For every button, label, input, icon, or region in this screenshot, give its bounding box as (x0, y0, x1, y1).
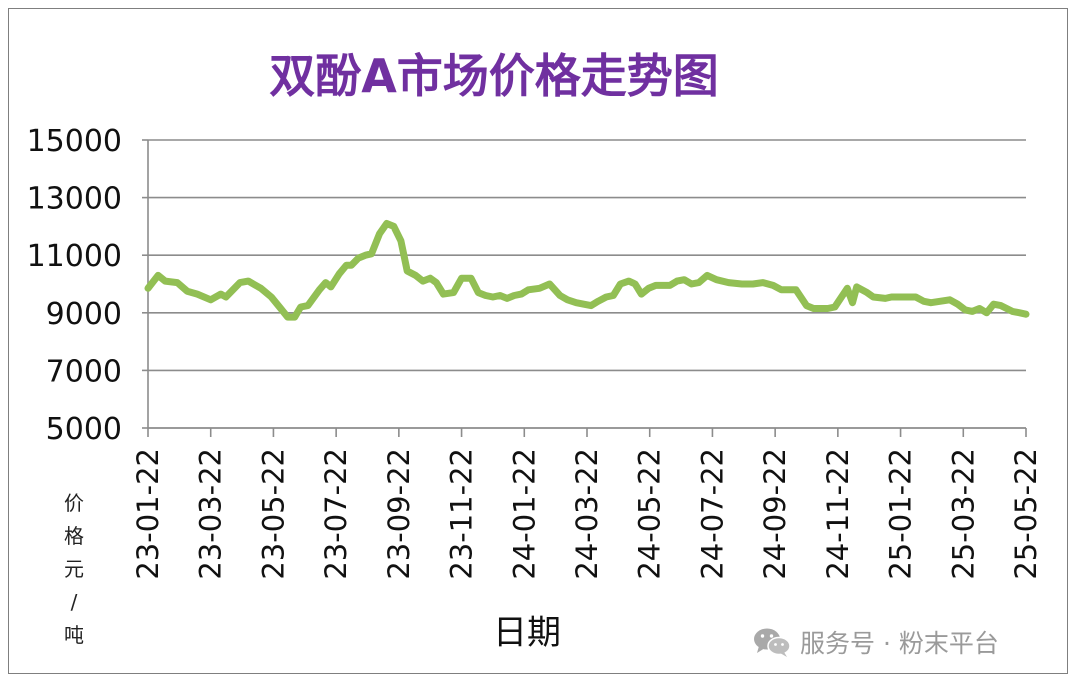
y-tick-label: 9000 (46, 297, 122, 332)
x-tick-label: 24-07-22 (695, 448, 729, 580)
y-axis-label-char: 价 (64, 491, 84, 515)
x-axis-label: 日期 (493, 613, 561, 653)
x-tick-label: 23-07-22 (319, 448, 353, 580)
series-line (144, 220, 1030, 321)
x-tick-label: 25-01-22 (884, 448, 918, 580)
y-tick-label: 13000 (27, 182, 122, 217)
y-axis-label-char: 吨 (64, 623, 84, 647)
watermark-text: 服务号 · 粉末平台 (800, 629, 999, 658)
y-tick-label: 5000 (46, 412, 122, 447)
y-tick-label: 7000 (46, 354, 122, 389)
wechat-icon (754, 628, 791, 657)
x-tick-label: 23-09-22 (382, 448, 416, 580)
y-axis-label-char: 元 (64, 557, 84, 581)
x-tick-label: 25-03-22 (946, 448, 980, 580)
x-tick-label: 25-05-22 (1009, 448, 1043, 580)
x-tick-label: 23-01-22 (131, 448, 165, 580)
chart-title: 双酚A市场价格走势图 (269, 49, 719, 103)
x-tick-label: 24-11-22 (821, 448, 855, 580)
y-axis-label-char: / (71, 590, 78, 614)
y-tick-label: 15000 (27, 124, 122, 159)
x-tick-label: 24-09-22 (758, 448, 792, 580)
x-tick-label: 23-05-22 (256, 448, 290, 580)
x-tick-label: 24-05-22 (633, 448, 667, 580)
watermark: 服务号 · 粉末平台 (752, 622, 999, 662)
x-tick-label: 23-11-22 (445, 448, 479, 580)
chart-frame (8, 8, 1068, 674)
x-tick-label: 23-03-22 (194, 448, 228, 580)
x-tick-label: 24-01-22 (507, 448, 541, 580)
y-axis-label-char: 格 (64, 524, 84, 548)
y-tick-label: 11000 (27, 239, 122, 274)
x-tick-label: 24-03-22 (570, 448, 604, 580)
